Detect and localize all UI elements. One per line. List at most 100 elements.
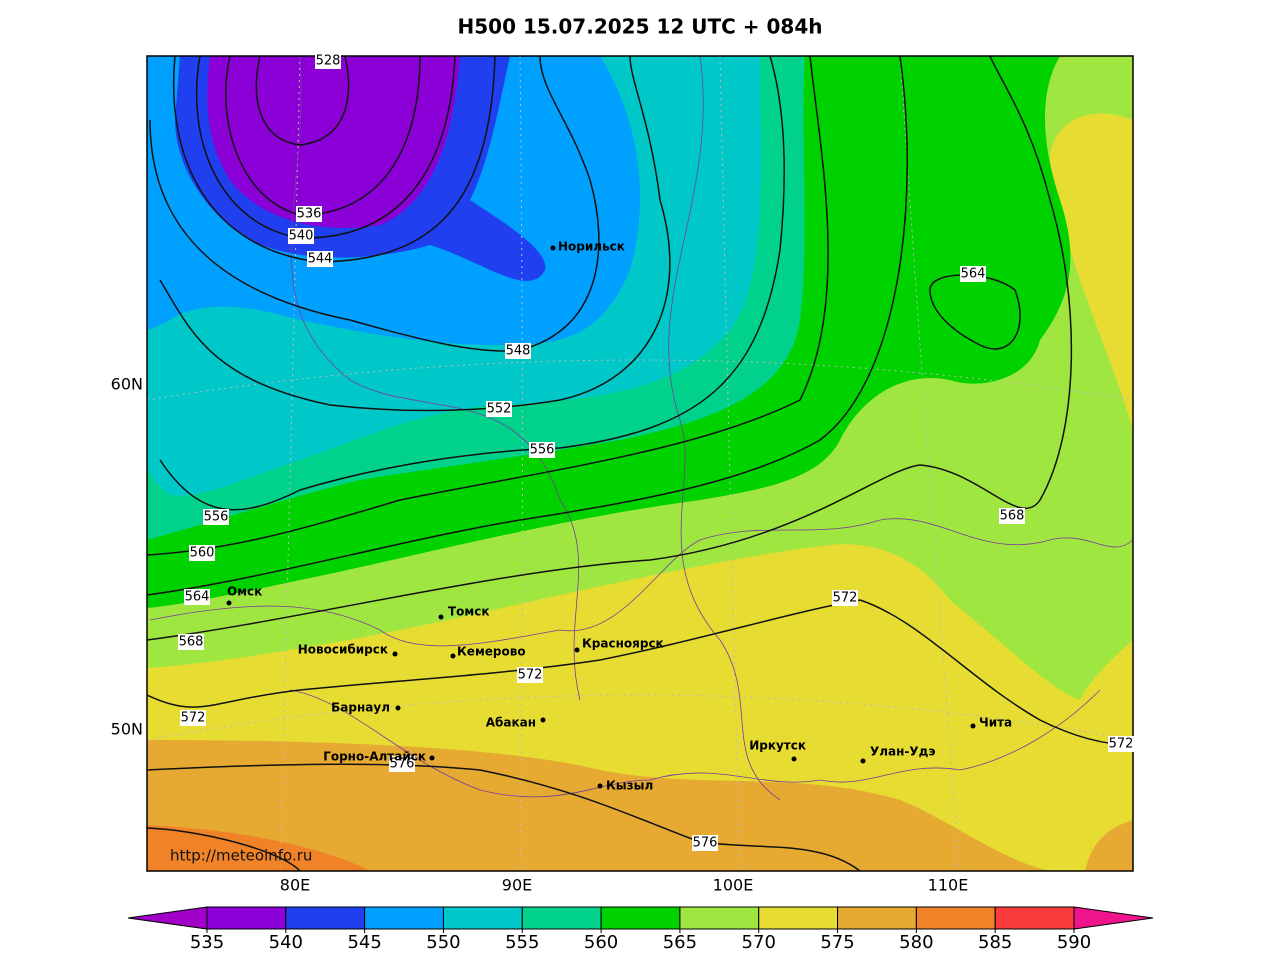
colorbar-tick-label: 590 — [1057, 932, 1091, 953]
contour-label-bg — [692, 835, 718, 851]
colorbar-tick-label: 535 — [190, 932, 224, 953]
city-dot — [226, 600, 232, 606]
contour-label-bg — [180, 710, 206, 726]
colorbar-segment — [600, 906, 681, 930]
contour-label: 564 — [185, 590, 210, 605]
city-label: Улан-Удэ — [870, 745, 935, 759]
city-dot — [392, 651, 398, 657]
colorbar-tick-label: 565 — [663, 932, 697, 953]
contour-label: 572 — [1109, 737, 1134, 752]
colorbar-segment — [915, 906, 996, 930]
lat-label: 60N — [111, 375, 143, 394]
city-dot — [970, 723, 976, 729]
contour-label: 556 — [204, 510, 229, 525]
colorbar-tick-label: 570 — [742, 932, 776, 953]
lat-label: 50N — [111, 720, 143, 739]
fill-575 — [147, 740, 1050, 871]
city-label: Кызыл — [606, 779, 653, 793]
colorbar-segment — [364, 906, 444, 930]
contour-label-bg — [505, 343, 531, 359]
colorbar-segment — [285, 906, 366, 930]
lon-label: 100E — [713, 876, 754, 895]
contour-label-bg — [288, 228, 314, 244]
contour-label-bg — [315, 53, 341, 69]
contour-label: 528 — [316, 54, 341, 69]
contour-label: 568 — [179, 635, 204, 650]
contour-label-bg — [203, 509, 229, 525]
city-dot — [550, 245, 556, 251]
city-dot — [574, 647, 580, 653]
city-dot — [791, 756, 797, 762]
map: 80E 90E 100E 110E 60N 50N 528 536 540 544 548 552 55… — [111, 53, 1134, 895]
colorbar-segment — [679, 906, 760, 930]
colorbar-tick-label: 545 — [347, 932, 381, 953]
city-dot — [860, 758, 866, 764]
city-label: Омск — [227, 585, 262, 599]
contour-label: 540 — [289, 229, 314, 244]
lon-label: 110E — [928, 876, 969, 895]
contour-label-bg — [189, 545, 215, 561]
city-dot — [540, 717, 546, 723]
contour-label-bg — [296, 206, 322, 222]
contour-label: 572 — [181, 711, 206, 726]
city-label: Горно-Алтайск — [323, 750, 426, 764]
colorbar-tick-label: 550 — [426, 932, 460, 953]
colorbar-tick-label: 585 — [978, 932, 1012, 953]
contour-label-bg — [529, 442, 555, 458]
colorbar-under — [127, 906, 208, 930]
colorbar-segment — [837, 906, 917, 930]
colorbar-segment — [521, 906, 602, 930]
colorbar-over — [1073, 906, 1154, 930]
map-frame — [146, 55, 1134, 872]
contour-label-bg — [1108, 736, 1134, 752]
fill-535 — [207, 56, 460, 228]
colorbar-tick-label: 555 — [505, 932, 539, 953]
contour-label-bg — [486, 401, 512, 417]
city-label: Томск — [448, 605, 490, 619]
graticule — [147, 56, 1133, 871]
contour-label: 536 — [297, 207, 322, 222]
colorbar-segment — [206, 906, 287, 930]
fill-575-right — [1085, 820, 1133, 871]
contour-label: 576 — [390, 757, 415, 772]
contour-label: 552 — [487, 402, 512, 417]
colorbar-tick-label: 540 — [269, 932, 303, 953]
contour-label: 544 — [308, 252, 333, 267]
city-label: Абакан — [486, 716, 536, 730]
contour-label-bg — [832, 590, 858, 606]
city-label: Новосибирск — [298, 643, 388, 657]
city-label: Барнаул — [331, 701, 390, 715]
contour-label-bg — [184, 589, 210, 605]
colorbar: 535 540 545 550 555 560 565 570 575 580 585 590 — [127, 906, 1154, 953]
contour-label: 572 — [833, 591, 858, 606]
contour-label: 568 — [1000, 509, 1025, 524]
city-dot — [429, 755, 435, 761]
contour-label: 548 — [506, 344, 531, 359]
city-label: Красноярск — [582, 637, 664, 651]
contour-label: 564 — [961, 267, 986, 282]
city-label: Кемерово — [457, 645, 526, 659]
city-dot — [395, 705, 401, 711]
city-dot — [450, 653, 456, 659]
title: H500 15.07.2025 12 UTC + 084h — [458, 15, 823, 39]
credit: http://meteoinfo.ru — [170, 847, 312, 865]
colorbar-segment — [994, 906, 1075, 930]
contour-label: 576 — [693, 836, 718, 851]
contour-label: 556 — [530, 443, 555, 458]
contour-label-bg — [999, 508, 1025, 524]
lon-label: 80E — [280, 876, 310, 895]
city-label: Чита — [979, 716, 1012, 730]
contour-label-bg — [517, 667, 543, 683]
colorbar-segment — [758, 906, 839, 930]
city-label: Норильск — [558, 240, 625, 254]
fill-580 — [147, 825, 370, 871]
contour-label: 572 — [518, 668, 543, 683]
contour-label: 560 — [190, 546, 215, 561]
city-dot — [597, 783, 603, 789]
colorbar-tick-label: 560 — [584, 932, 618, 953]
contour-label-bg — [960, 266, 986, 282]
contour-label-bg — [389, 756, 415, 772]
contour-label-bg — [307, 251, 333, 267]
contour-label-bg — [178, 634, 204, 650]
